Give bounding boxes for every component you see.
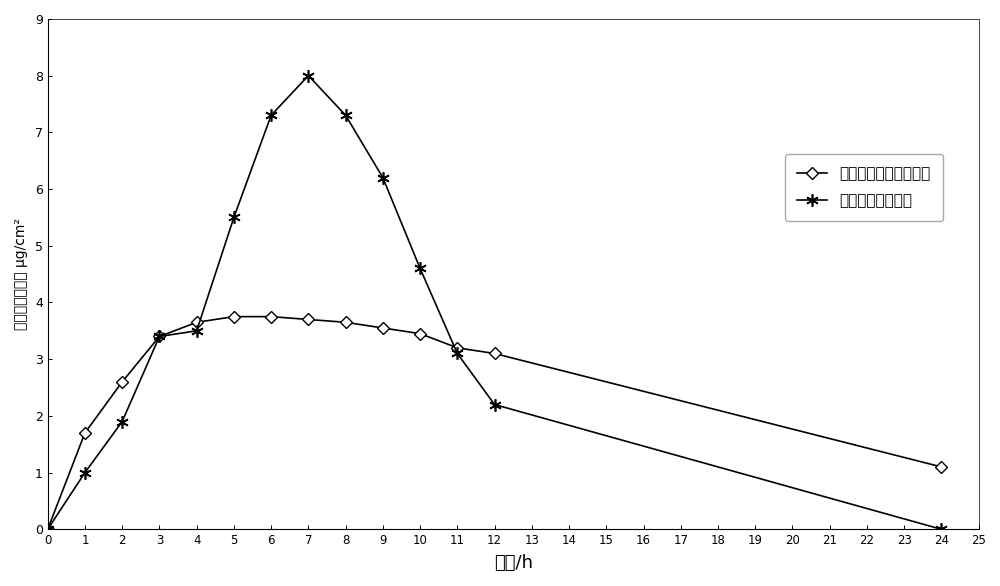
硝酸奥昱康咔微乳凝胶 <box>79 430 91 437</box>
硝酸奥昱康咔微乳凝胶 <box>451 345 463 352</box>
Line: 硝酸奥昱康咔微乳凝胶: 硝酸奥昱康咔微乳凝胶 <box>44 312 946 533</box>
硝酸奥昱康咔微乳凝胶 <box>265 313 277 320</box>
硝酸奥昱康咔乳膏 <box>153 333 165 340</box>
X-axis label: 时间/h: 时间/h <box>494 554 533 572</box>
Y-axis label: 单位面积累积量 μg/cm²: 单位面积累积量 μg/cm² <box>14 218 28 330</box>
Line: 硝酸奥昱康咔乳膏: 硝酸奥昱康咔乳膏 <box>41 69 948 536</box>
硝酸奥昱康咔乳膏 <box>451 350 463 357</box>
硝酸奥昱康咔乳膏 <box>935 526 947 533</box>
硝酸奥昱康咔微乳凝胶 <box>935 464 947 471</box>
硝酸奥昱康咔微乳凝胶 <box>340 319 352 326</box>
硝酸奥昱康咔微乳凝胶 <box>191 319 203 326</box>
硝酸奥昱康咔微乳凝胶 <box>377 325 389 332</box>
硝酸奥昱康咔乳膏 <box>116 418 128 425</box>
硝酸奥昱康咔微乳凝胶 <box>153 333 165 340</box>
硝酸奥昱康咔乳膏 <box>79 469 91 476</box>
硝酸奥昱康咔微乳凝胶 <box>42 526 54 533</box>
硝酸奥昱康咔微乳凝胶 <box>116 379 128 386</box>
硝酸奥昱康咔乳膏 <box>42 526 54 533</box>
硝酸奥昱康咔微乳凝胶 <box>228 313 240 320</box>
硝酸奥昱康咔乳膏 <box>489 401 501 408</box>
硝酸奥昱康咔微乳凝胶 <box>414 330 426 337</box>
硝酸奥昱康咔微乳凝胶 <box>302 316 314 323</box>
硝酸奥昱康咔乳膏 <box>265 112 277 119</box>
硝酸奥昱康咔乳膏 <box>414 265 426 272</box>
Legend: 硝酸奥昱康咔微乳凝胶, 硝酸奥昱康咔乳膏: 硝酸奥昱康咔微乳凝胶, 硝酸奥昱康咔乳膏 <box>785 154 943 221</box>
硝酸奥昱康咔乳膏 <box>191 328 203 335</box>
硝酸奥昱康咔乳膏 <box>228 214 240 221</box>
硝酸奥昱康咔乳膏 <box>340 112 352 119</box>
硝酸奥昱康咔乳膏 <box>302 72 314 79</box>
硝酸奥昱康咔微乳凝胶 <box>489 350 501 357</box>
硝酸奥昱康咔乳膏 <box>377 174 389 181</box>
